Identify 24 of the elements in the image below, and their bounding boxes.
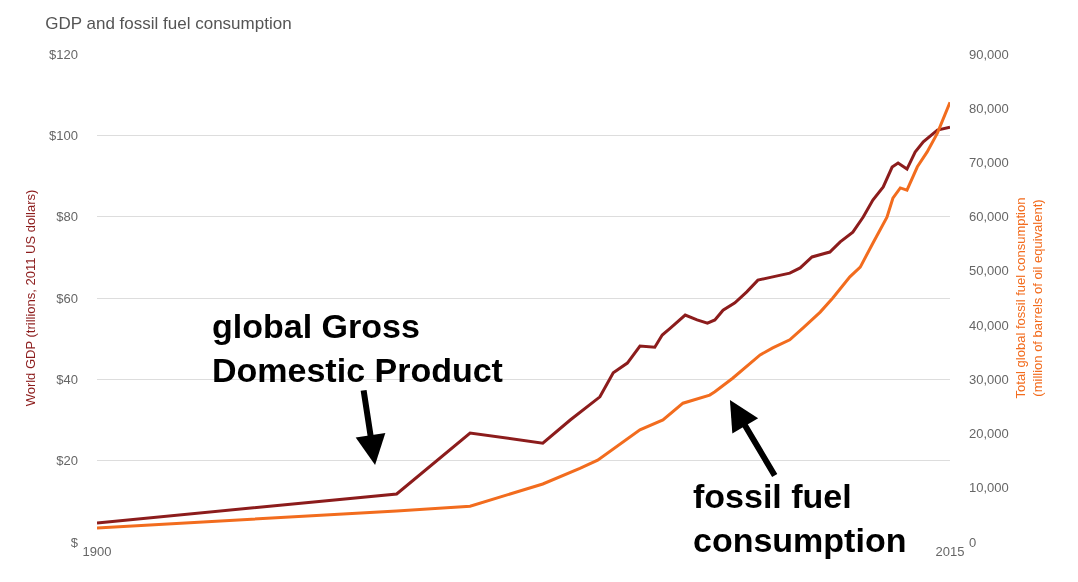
y-tick-label: $80 bbox=[56, 209, 78, 225]
y2-tick-label: 80,000 bbox=[969, 100, 1009, 116]
annotation: fossil fuel consumption bbox=[693, 477, 907, 560]
y-tick-label: $ bbox=[70, 534, 79, 550]
x-tick-label: 1900 bbox=[82, 544, 112, 559]
y2-tick-label: 70,000 bbox=[969, 154, 1009, 170]
y-tick-label: $100 bbox=[49, 127, 78, 143]
x-tick-label: 2015 bbox=[935, 544, 965, 559]
annotation: global Gross Domestic Product bbox=[212, 307, 503, 390]
y-axis-title: World GDP (trillions, 2011 US dollars) bbox=[23, 189, 39, 407]
y2-axis-title: Total global fossil fuel consumption (million of barrels of oil equivalent) bbox=[1013, 197, 1046, 399]
y2-tick-label: 50,000 bbox=[969, 263, 1009, 279]
y2-tick-label: 60,000 bbox=[969, 209, 1009, 225]
y2-tick-label: 90,000 bbox=[969, 46, 1009, 62]
chart-title: GDP and fossil fuel consumption bbox=[45, 14, 292, 34]
y2-tick-label: 10,000 bbox=[969, 480, 1009, 496]
y2-tick-label: 40,000 bbox=[969, 317, 1009, 333]
y-tick-label: $120 bbox=[49, 46, 78, 62]
y-tick-label: $20 bbox=[56, 453, 78, 469]
y2-tick-label: 0 bbox=[969, 534, 977, 550]
y-tick-label: $40 bbox=[56, 371, 78, 387]
y-tick-label: $60 bbox=[56, 290, 78, 306]
y2-tick-label: 20,000 bbox=[969, 426, 1009, 442]
y2-tick-label: 30,000 bbox=[969, 371, 1009, 387]
